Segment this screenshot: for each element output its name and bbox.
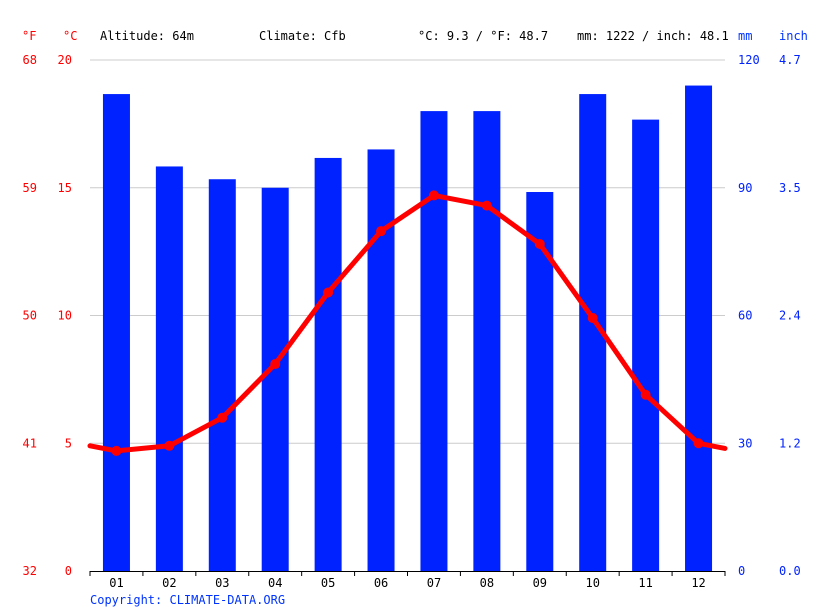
millimeter-tick-label: 120: [738, 53, 760, 67]
altitude-label: Altitude: 64m: [100, 29, 194, 43]
precipitation-bar: [420, 111, 448, 571]
temperature-point: [111, 445, 122, 456]
month-label: 11: [638, 576, 652, 590]
temperature-point: [587, 313, 598, 324]
precipitation-bar: [314, 157, 342, 572]
temperature-point: [481, 200, 492, 211]
month-label: 09: [533, 576, 547, 590]
precipitation-bar: [208, 179, 236, 571]
precipitation-bar: [685, 85, 713, 572]
fahrenheit-unit-label: °F: [22, 29, 36, 43]
precipitation-total-label: mm: 1222 / inch: 48.1: [577, 29, 729, 43]
precipitation-bar: [155, 166, 183, 572]
month-label: 10: [585, 576, 599, 590]
precipitation-bar: [632, 119, 660, 571]
precipitation-bar: [261, 187, 289, 571]
tick-labels: 01 02 03 04 05 06 07 08 09 10 11 120325411050155920…: [23, 53, 801, 590]
celsius-tick-label: 20: [58, 53, 72, 67]
millimeter-tick-label: 0: [738, 564, 745, 578]
celsius-tick-label: 5: [65, 436, 72, 450]
celsius-tick-label: 15: [58, 181, 72, 195]
temperature-point: [640, 389, 651, 400]
precipitation-bar: [473, 111, 501, 571]
temperature-point: [376, 226, 387, 237]
axes: [89, 571, 726, 576]
month-label: 12: [691, 576, 705, 590]
precipitation-bars: [102, 85, 713, 572]
temperature-line: [87, 190, 728, 456]
fahrenheit-tick-label: 68: [23, 53, 37, 67]
temperature-series-line: [87, 192, 728, 454]
gridlines: [90, 59, 725, 444]
month-label: 02: [162, 576, 176, 590]
copyright-text: Copyright: CLIMATE-DATA.ORG: [90, 593, 285, 607]
inch-tick-label: 0.0: [779, 564, 801, 578]
inch-tick-label: 1.2: [779, 436, 801, 450]
millimeter-unit-label: mm: [738, 29, 752, 43]
temperature-point: [428, 190, 439, 201]
fahrenheit-tick-label: 41: [23, 436, 37, 450]
temperature-point: [217, 412, 228, 423]
inch-tick-label: 4.7: [779, 53, 801, 67]
precipitation-bar: [367, 149, 395, 572]
month-label: 01: [109, 576, 123, 590]
month-label: 04: [268, 576, 282, 590]
celsius-unit-label: °C: [63, 29, 77, 43]
temperature-average-label: °C: 9.3 / °F: 48.7: [418, 29, 548, 43]
month-label: 05: [321, 576, 335, 590]
temperature-point: [323, 287, 334, 298]
fahrenheit-tick-label: 32: [23, 564, 37, 578]
month-label: 07: [427, 576, 441, 590]
temperature-point: [693, 438, 704, 449]
month-label: 08: [480, 576, 494, 590]
inch-unit-label: inch: [779, 29, 808, 43]
inch-tick-label: 3.5: [779, 181, 801, 195]
month-label: 03: [215, 576, 229, 590]
millimeter-tick-label: 90: [738, 181, 752, 195]
inch-tick-label: 2.4: [779, 309, 801, 323]
celsius-tick-label: 10: [58, 309, 72, 323]
temperature-point: [270, 359, 281, 370]
millimeter-tick-label: 60: [738, 309, 752, 323]
temperature-point: [164, 440, 175, 451]
precipitation-bar: [102, 94, 130, 572]
month-label: 06: [374, 576, 388, 590]
fahrenheit-tick-label: 59: [23, 181, 37, 195]
celsius-tick-label: 0: [65, 564, 72, 578]
climate-label: Climate: Cfb: [259, 29, 346, 43]
temperature-point: [534, 238, 545, 249]
millimeter-tick-label: 30: [738, 436, 752, 450]
fahrenheit-tick-label: 50: [23, 309, 37, 323]
